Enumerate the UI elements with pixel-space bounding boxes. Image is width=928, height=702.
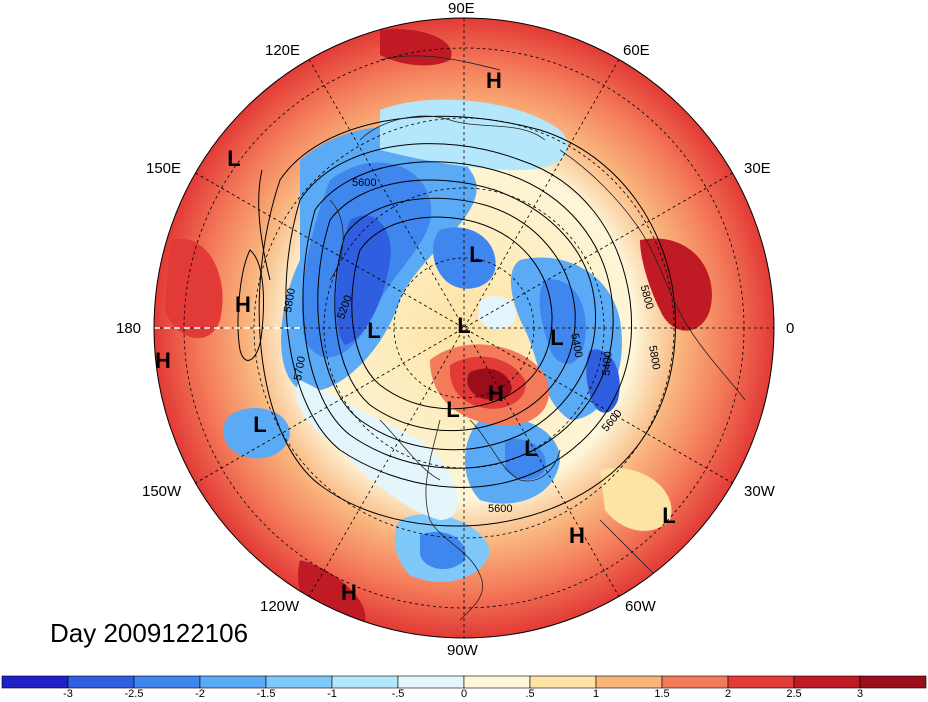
pressure-center: H — [235, 292, 251, 317]
coastlines — [329, 55, 746, 621]
colorbar-segment — [133, 675, 201, 689]
pressure-center-labels: H L H H L L L L H L L L H L H — [155, 68, 676, 605]
day-title: Day 2009122106 — [50, 618, 249, 648]
map-boundary — [153, 17, 775, 639]
colorbar-tick-label: 0 — [460, 688, 468, 700]
colorbar-segment — [331, 675, 399, 689]
colorbar-tick-label: -2.5 — [124, 688, 144, 700]
pressure-center: H — [341, 580, 357, 605]
pressure-center: L — [227, 146, 240, 171]
colorbar-tick-label: -3 — [63, 688, 73, 700]
lon-label-150w: 150W — [142, 483, 182, 500]
pressure-center: H — [569, 523, 585, 548]
colorbar-tick-label: 1 — [592, 688, 600, 700]
contour-label: 5800 — [646, 345, 662, 371]
lon-label-90e: 90E — [448, 0, 475, 17]
colorbar-segment — [67, 675, 135, 689]
colorbar-segment — [199, 675, 267, 689]
lon-label-90w: 90W — [447, 642, 478, 659]
colorbar-tick-label: 1.5 — [654, 688, 670, 700]
pressure-center: L — [550, 325, 563, 350]
colorbar-segment — [265, 675, 333, 689]
pressure-center: H — [488, 381, 504, 406]
contour-label: 5700 — [292, 355, 308, 381]
contour-label: 5400 — [568, 332, 584, 358]
colorbar-segment — [661, 675, 729, 689]
pressure-center: L — [457, 313, 470, 338]
colorbar-tick-label: -.5 — [391, 688, 405, 700]
lon-label-30e: 30E — [744, 160, 771, 177]
height-contours — [237, 115, 676, 527]
lon-label-180: 180 — [116, 320, 142, 337]
lon-label-150e: 150E — [146, 160, 182, 177]
colorbar-tick-label: -1 — [327, 688, 337, 700]
pressure-center: L — [662, 503, 675, 528]
colorbar-tick-label: -1.5 — [256, 688, 276, 700]
pressure-center: H — [155, 348, 171, 373]
colorbar-segment — [1, 675, 69, 689]
contour-label: 5800 — [282, 287, 298, 313]
lon-label-60w: 60W — [625, 598, 656, 615]
contour-label: 5600 — [488, 503, 512, 515]
colorbar-tick-label: 2.5 — [786, 688, 802, 700]
lon-label-30w: 30W — [744, 483, 775, 500]
colorbar-tick-label: 3 — [856, 688, 864, 700]
pressure-center: L — [446, 397, 459, 422]
pressure-center: L — [253, 412, 266, 437]
pressure-center: H — [486, 68, 502, 93]
colorbar-segment — [397, 675, 465, 689]
colorbar-segment — [463, 675, 531, 689]
pressure-center: L — [469, 242, 482, 267]
pressure-center: L — [524, 436, 537, 461]
colorbar-tick-label: .5 — [525, 688, 535, 700]
lon-label-120e: 120E — [265, 42, 301, 59]
anomaly-field — [154, 18, 774, 638]
colorbar-segment — [859, 675, 927, 689]
colorbar-segment — [529, 675, 597, 689]
colorbar-segment — [727, 675, 795, 689]
lon-label-60e: 60E — [623, 42, 650, 59]
contour-label: 5400 — [601, 351, 615, 376]
colorbar-tick-label: 2 — [724, 688, 732, 700]
colorbar-segment — [595, 675, 663, 689]
colorbar-segment — [793, 675, 861, 689]
contour-label: 5600 — [352, 177, 376, 189]
lon-label-0: 0 — [786, 320, 795, 337]
colorbar — [1, 675, 927, 689]
lon-label-120w: 120W — [260, 598, 300, 615]
pressure-center: L — [367, 318, 380, 343]
colorbar-tick-label: -2 — [195, 688, 205, 700]
